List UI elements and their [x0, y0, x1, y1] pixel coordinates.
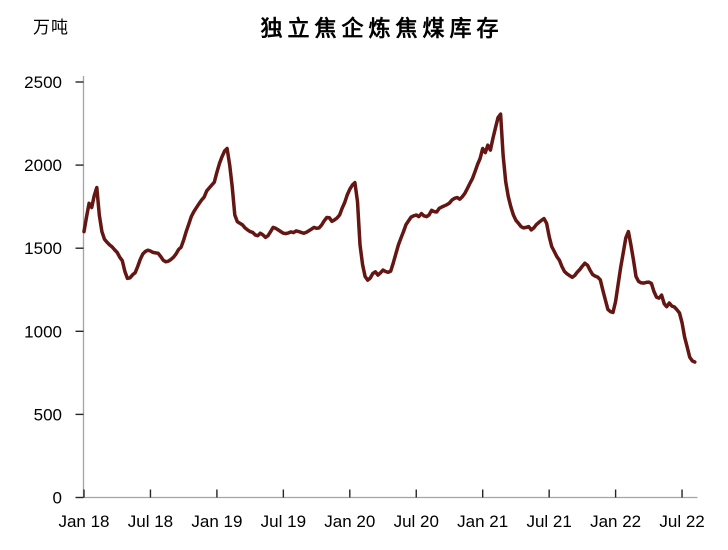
x-axis-tick-label: Jan 20 — [324, 512, 375, 531]
axis-tick-labels: 0 500 1000 1500 2000 2500 Jan 18 Jul 18 Jan 19 Ju… — [24, 73, 705, 531]
y-axis-tick-label: 1500 — [24, 239, 62, 258]
y-axis-tick-label: 1000 — [24, 322, 62, 341]
y-axis-unit-label: 万吨 — [33, 18, 69, 37]
series-line-coking-coal-inventory — [82, 112, 697, 364]
x-axis-tick-label: Jan 18 — [58, 512, 109, 531]
axes — [82, 76, 698, 499]
y-axis-tick-label: 0 — [53, 489, 62, 508]
y-axis-tick-label: 500 — [34, 405, 62, 424]
x-axis-tick-label: Jan 19 — [191, 512, 242, 531]
x-axis-tick-label: Jul 22 — [659, 512, 704, 531]
chart-title: 独立焦企炼焦煤库存 — [260, 16, 504, 41]
x-axis-tick-label: Jul 19 — [261, 512, 306, 531]
x-axis-tick-label: Jul 18 — [128, 512, 173, 531]
x-axis-tick-label: Jul 21 — [526, 512, 571, 531]
x-axis-tick-label: Jan 21 — [457, 512, 508, 531]
y-axis-tick-label: 2000 — [24, 156, 62, 175]
x-axis-tick-label: Jan 22 — [590, 512, 641, 531]
x-axis-tick-label: Jul 20 — [394, 512, 439, 531]
y-axis-tick-label: 2500 — [24, 73, 62, 92]
axis-ticks — [75, 81, 683, 499]
